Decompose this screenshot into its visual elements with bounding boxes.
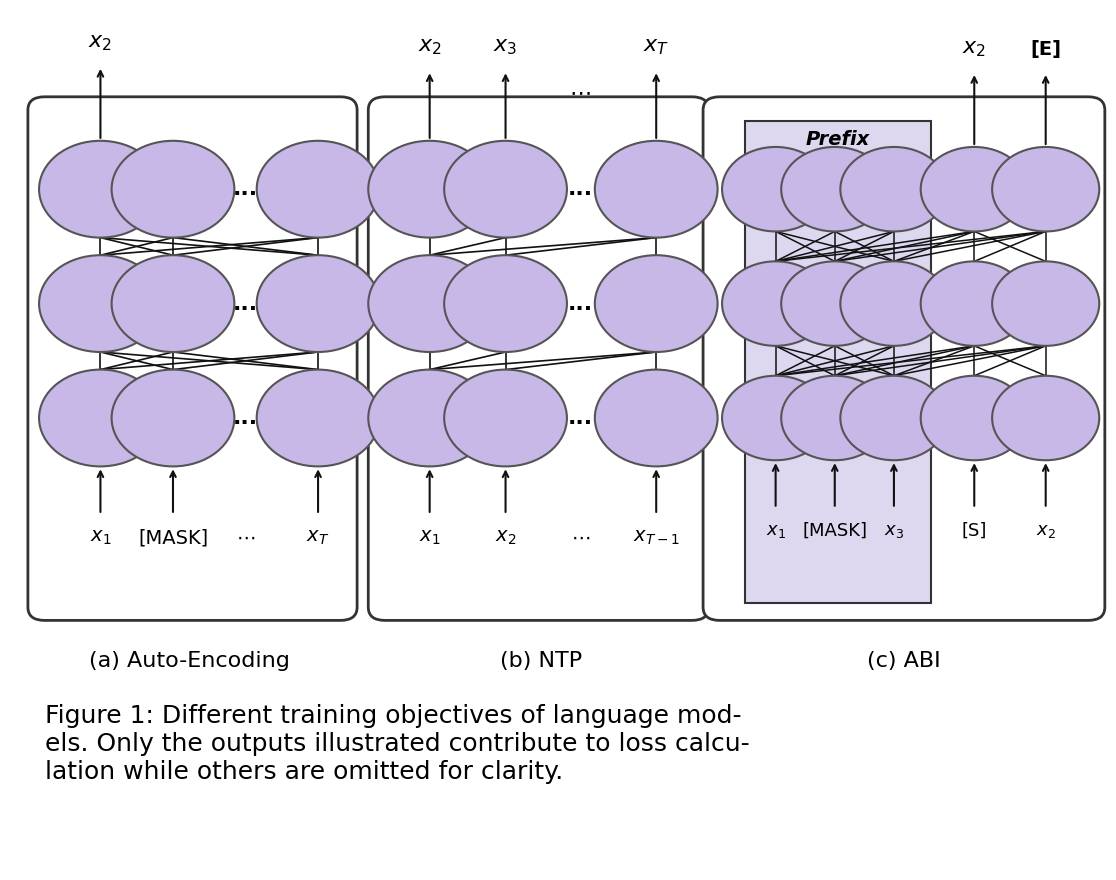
Circle shape: [921, 376, 1028, 460]
Circle shape: [368, 255, 491, 352]
Circle shape: [368, 141, 491, 238]
Circle shape: [444, 255, 567, 352]
Text: $x_2$: $x_2$: [1036, 522, 1056, 539]
Circle shape: [921, 147, 1028, 231]
FancyBboxPatch shape: [368, 97, 709, 620]
Text: Figure 1: Different training objectives of language mod-
els. Only the outputs i: Figure 1: Different training objectives …: [45, 704, 749, 783]
Circle shape: [840, 261, 947, 346]
Text: [MASK]: [MASK]: [138, 528, 208, 547]
Circle shape: [921, 261, 1028, 346]
Circle shape: [112, 141, 234, 238]
Text: ...: ...: [233, 294, 258, 313]
Circle shape: [39, 370, 162, 466]
Circle shape: [781, 261, 888, 346]
Text: $x_3$: $x_3$: [884, 522, 904, 539]
Circle shape: [112, 370, 234, 466]
Text: (b) NTP: (b) NTP: [500, 651, 583, 671]
Text: [MASK]: [MASK]: [802, 522, 867, 539]
Circle shape: [840, 147, 947, 231]
Circle shape: [112, 255, 234, 352]
Circle shape: [444, 370, 567, 466]
Circle shape: [722, 261, 829, 346]
Text: ...: ...: [233, 180, 258, 199]
Text: (c) ABI: (c) ABI: [867, 651, 941, 671]
Text: [S]: [S]: [962, 522, 987, 539]
Circle shape: [368, 370, 491, 466]
Circle shape: [992, 147, 1099, 231]
Text: $x_3$: $x_3$: [493, 37, 518, 57]
Text: [E]: [E]: [1030, 40, 1061, 59]
Circle shape: [39, 141, 162, 238]
Text: $x_1$: $x_1$: [766, 522, 786, 539]
Text: $\cdots$: $\cdots$: [570, 528, 590, 547]
Text: $x_1$: $x_1$: [89, 528, 112, 547]
Text: $x_2$: $x_2$: [494, 528, 517, 547]
Text: ...: ...: [568, 180, 593, 199]
Circle shape: [444, 141, 567, 238]
Circle shape: [781, 376, 888, 460]
Text: $x_2$: $x_2$: [962, 39, 987, 59]
FancyBboxPatch shape: [28, 97, 357, 620]
Text: $x_T$: $x_T$: [307, 528, 329, 547]
Text: $\cdots$: $\cdots$: [569, 83, 591, 102]
Circle shape: [257, 255, 379, 352]
Text: ...: ...: [568, 408, 593, 428]
Circle shape: [595, 255, 718, 352]
Circle shape: [257, 141, 379, 238]
Circle shape: [781, 147, 888, 231]
Circle shape: [992, 261, 1099, 346]
Circle shape: [595, 370, 718, 466]
Circle shape: [722, 376, 829, 460]
Circle shape: [722, 147, 829, 231]
Text: ...: ...: [233, 408, 258, 428]
FancyBboxPatch shape: [745, 121, 931, 603]
Text: ...: ...: [568, 294, 593, 313]
Text: Prefix: Prefix: [806, 130, 870, 150]
Text: (a) Auto-Encoding: (a) Auto-Encoding: [89, 651, 290, 671]
Circle shape: [840, 376, 947, 460]
Text: $x_1$: $x_1$: [418, 528, 441, 547]
Circle shape: [39, 255, 162, 352]
Text: $\cdots$: $\cdots$: [235, 528, 256, 547]
Text: $x_T$: $x_T$: [643, 37, 670, 57]
Text: $x_{T-1}$: $x_{T-1}$: [633, 528, 680, 547]
Text: $x_2$: $x_2$: [417, 37, 442, 57]
Circle shape: [595, 141, 718, 238]
Circle shape: [992, 376, 1099, 460]
Text: $x_2$: $x_2$: [88, 33, 113, 53]
FancyBboxPatch shape: [703, 97, 1105, 620]
Circle shape: [257, 370, 379, 466]
